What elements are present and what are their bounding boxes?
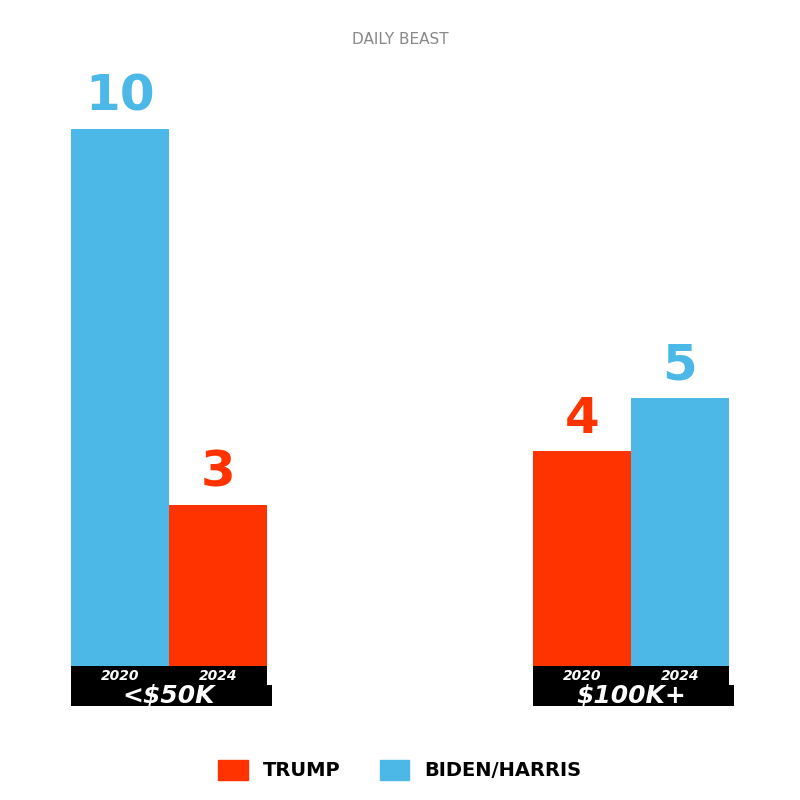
FancyBboxPatch shape [534, 685, 734, 706]
FancyBboxPatch shape [631, 666, 729, 685]
Text: $100K+: $100K+ [576, 683, 686, 707]
Text: 2024: 2024 [661, 669, 699, 682]
Bar [631, 398, 729, 666]
Text: 4: 4 [565, 395, 600, 443]
Text: 2020: 2020 [563, 669, 602, 682]
Bar [169, 505, 266, 666]
Text: DAILY BEAST: DAILY BEAST [352, 33, 448, 47]
FancyBboxPatch shape [71, 685, 272, 706]
Text: 2020: 2020 [101, 669, 139, 682]
Text: 3: 3 [200, 449, 235, 497]
FancyBboxPatch shape [169, 666, 266, 685]
Text: 10: 10 [86, 73, 155, 121]
FancyBboxPatch shape [534, 666, 631, 685]
Text: INCOME: INCOME [276, 63, 524, 117]
FancyBboxPatch shape [71, 666, 169, 685]
Text: 5: 5 [662, 342, 697, 390]
Text: 2024: 2024 [198, 669, 237, 682]
Text: <$50K: <$50K [122, 683, 215, 707]
Bar [71, 129, 169, 666]
Bar [534, 451, 631, 666]
Legend: TRUMP, BIDEN/HARRIS: TRUMP, BIDEN/HARRIS [210, 752, 590, 788]
